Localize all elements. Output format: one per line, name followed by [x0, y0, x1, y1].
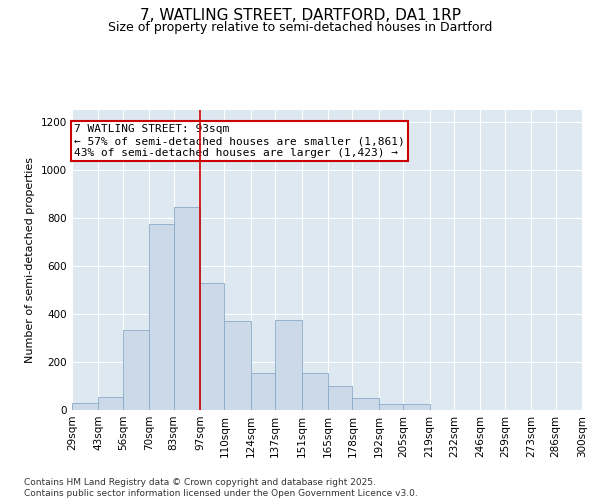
Bar: [123, 330, 149, 410]
Bar: [72, 403, 98, 410]
Bar: [403, 404, 430, 410]
Text: Contains HM Land Registry data © Crown copyright and database right 2025.
Contai: Contains HM Land Registry data © Crown c…: [24, 478, 418, 498]
Bar: [173, 207, 200, 410]
Bar: [251, 373, 275, 410]
Text: 7, WATLING STREET, DARTFORD, DA1 1RP: 7, WATLING STREET, DARTFORD, DA1 1RP: [139, 8, 461, 22]
Bar: [328, 386, 352, 410]
Bar: [352, 398, 379, 410]
Bar: [200, 283, 224, 410]
Y-axis label: Number of semi-detached properties: Number of semi-detached properties: [25, 157, 35, 363]
Bar: [302, 373, 328, 410]
Bar: [224, 321, 251, 410]
Bar: [98, 397, 123, 410]
Text: 7 WATLING STREET: 93sqm
← 57% of semi-detached houses are smaller (1,861)
43% of: 7 WATLING STREET: 93sqm ← 57% of semi-de…: [74, 124, 404, 158]
Bar: [149, 224, 173, 410]
Bar: [275, 320, 302, 410]
Text: Size of property relative to semi-detached houses in Dartford: Size of property relative to semi-detach…: [108, 21, 492, 34]
Bar: [379, 404, 403, 410]
